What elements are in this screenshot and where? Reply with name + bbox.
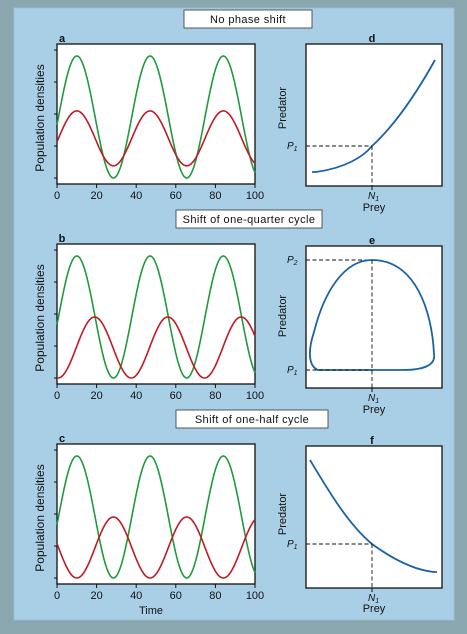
prey-line-c xyxy=(56,455,256,579)
x-tick-label-c-60: 60 xyxy=(170,590,182,602)
panel-label-d: d xyxy=(369,33,376,45)
x-tick-label-b-40: 40 xyxy=(130,390,142,402)
xlabel-d: Prey xyxy=(363,202,386,214)
n1-label-e: N1 xyxy=(368,393,379,405)
p1-label-e: P1 xyxy=(287,365,298,377)
banner-quarter-shift: Shift of one-quarter cycle xyxy=(175,209,323,229)
x-tick-label-a-100: 100 xyxy=(246,190,264,202)
phase-plot-area-e xyxy=(305,245,443,389)
prey-line-a xyxy=(56,55,256,179)
x-tick-label-b-0: 0 xyxy=(54,390,60,402)
predator-line-a xyxy=(56,110,256,167)
ylabel-b: Population densities xyxy=(33,264,47,371)
phase-plot-area-d xyxy=(305,43,443,187)
predator-line-b xyxy=(56,316,256,379)
xlabel-e: Prey xyxy=(363,404,386,416)
x-tick-label-c-100: 100 xyxy=(246,590,264,602)
time-series-panels: 0 20 40 60 80 100 0 20 40 60 80 100 0 20 40 60 80 100 xyxy=(54,43,264,602)
time-panel-b: 0 20 40 60 80 100 xyxy=(54,243,264,402)
panel-label-e: e xyxy=(369,235,375,247)
ylabel-c: Population densities xyxy=(33,464,47,571)
x-tick-label-b-80: 80 xyxy=(209,390,221,402)
time-panel-a: 0 20 40 60 80 100 xyxy=(54,43,264,202)
predator-line-c xyxy=(56,516,256,579)
time-panel-c: 0 20 40 60 80 100 xyxy=(54,443,264,602)
x-tick-label-c-40: 40 xyxy=(130,590,142,602)
x-tick-label-b-60: 60 xyxy=(170,390,182,402)
x-tick-label-c-80: 80 xyxy=(209,590,221,602)
ylabel-f: Predator xyxy=(277,493,289,536)
ylabel-e: Predator xyxy=(277,295,289,338)
ylabel-d: Predator xyxy=(277,87,289,130)
ylabel-a: Population densities xyxy=(33,64,47,171)
x-tick-label-c-20: 20 xyxy=(90,590,102,602)
phase-panel-e: P2 P1 N1 xyxy=(287,245,443,405)
x-tick-label-a-80: 80 xyxy=(209,190,221,202)
x-tick-label-c-0: 0 xyxy=(54,590,60,602)
phase-panel-d: P1 N1 xyxy=(287,43,443,203)
banner-quarter-shift-text: Shift of one-quarter cycle xyxy=(183,214,316,226)
x-tick-label-a-0: 0 xyxy=(54,190,60,202)
panel-label-f: f xyxy=(370,435,374,447)
x-tick-label-a-20: 20 xyxy=(90,190,102,202)
phase-plane-panels: P1 N1 P2 P1 N1 P1 N1 xyxy=(287,43,443,605)
x-tick-label-a-60: 60 xyxy=(170,190,182,202)
panel-label-a: a xyxy=(59,33,66,45)
xlabel-f: Prey xyxy=(363,603,386,615)
phase-curve-d xyxy=(312,59,436,173)
phase-panel-f: P1 N1 xyxy=(287,445,443,605)
p1-label-d: P1 xyxy=(287,141,298,153)
panel-label-b: b xyxy=(59,233,66,245)
phase-plot-area-f xyxy=(305,445,443,589)
p2-label-e: P2 xyxy=(287,255,298,267)
banner-no-shift: No phase shift xyxy=(183,9,313,29)
p1-label-f: P1 xyxy=(287,539,298,551)
plot-area-b xyxy=(56,243,256,385)
prey-line-b xyxy=(56,255,256,379)
n1-label-f: N1 xyxy=(368,593,379,605)
banner-half-shift-text: Shift of one-half cycle xyxy=(195,414,309,426)
phase-curve-e xyxy=(309,259,435,371)
x-tick-label-b-20: 20 xyxy=(90,390,102,402)
panel-label-c: c xyxy=(59,433,65,445)
banner-half-shift: Shift of one-half cycle xyxy=(175,409,329,429)
n1-label-d: N1 xyxy=(368,191,379,203)
banner-no-shift-text: No phase shift xyxy=(210,14,286,26)
x-tick-label-a-40: 40 xyxy=(130,190,142,202)
xlabel-time: Time xyxy=(139,605,163,617)
x-tick-label-b-100: 100 xyxy=(246,390,264,402)
